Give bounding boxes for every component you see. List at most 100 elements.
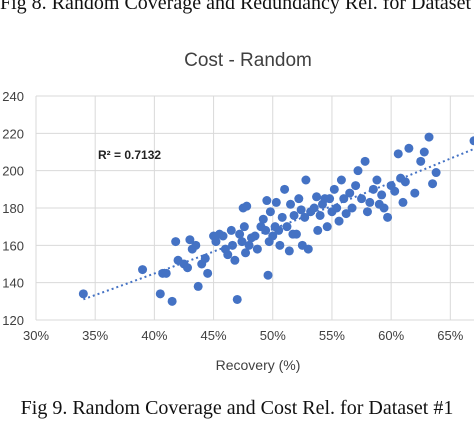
data-point bbox=[398, 197, 408, 207]
data-point bbox=[424, 132, 434, 142]
data-point bbox=[78, 289, 88, 299]
data-point bbox=[347, 203, 357, 213]
data-point bbox=[334, 216, 344, 226]
data-point bbox=[393, 149, 403, 159]
data-point bbox=[271, 197, 281, 207]
data-point bbox=[252, 244, 262, 254]
data-point bbox=[416, 156, 426, 166]
data-point bbox=[250, 231, 260, 241]
figure-caption-bottom: Fig 9. Random Coverage and Cost Rel. for… bbox=[20, 397, 454, 419]
data-point bbox=[309, 203, 319, 213]
y-tick-label: 200 bbox=[2, 164, 24, 179]
data-point bbox=[239, 222, 249, 232]
data-point bbox=[291, 229, 301, 239]
data-point bbox=[185, 235, 195, 245]
x-tick-label: 55% bbox=[319, 328, 345, 343]
data-point bbox=[357, 194, 367, 204]
x-tick-label: 65% bbox=[437, 328, 463, 343]
y-tick-label: 140 bbox=[2, 276, 24, 291]
data-point bbox=[275, 240, 285, 250]
data-point bbox=[431, 168, 441, 178]
data-point bbox=[368, 184, 378, 194]
data-point bbox=[410, 188, 420, 198]
data-point bbox=[296, 205, 306, 215]
data-point bbox=[138, 265, 148, 275]
data-point bbox=[191, 240, 201, 250]
data-point bbox=[282, 222, 292, 232]
data-point bbox=[242, 201, 252, 211]
data-point bbox=[268, 231, 278, 241]
data-point bbox=[167, 296, 177, 306]
data-point bbox=[193, 281, 203, 291]
data-point bbox=[301, 175, 311, 185]
data-point bbox=[404, 143, 414, 153]
axis-tick-labels: 120 140 160 180 200 220 240 30% 35% 40% 45% 50% 55% 6… bbox=[2, 89, 463, 343]
data-point bbox=[390, 186, 400, 196]
data-point bbox=[313, 225, 323, 235]
scatter-chart: Cost - Random 120 140 160 180 200 220 240 30% 35… bbox=[2, 50, 474, 373]
data-points bbox=[78, 132, 474, 306]
data-point bbox=[155, 289, 165, 299]
figure-caption-top: Fig 8. Random Coverage and Redundancy Re… bbox=[0, 0, 474, 14]
x-axis-label: Recovery (%) bbox=[216, 357, 301, 373]
data-point bbox=[377, 190, 387, 200]
data-point bbox=[228, 240, 238, 250]
data-point bbox=[419, 147, 429, 157]
data-point bbox=[383, 212, 393, 222]
data-point bbox=[232, 294, 242, 304]
data-point bbox=[336, 175, 346, 185]
data-point bbox=[262, 196, 272, 206]
data-point bbox=[258, 214, 268, 224]
data-point bbox=[200, 253, 210, 263]
data-point bbox=[237, 237, 247, 247]
data-point bbox=[244, 240, 254, 250]
data-point bbox=[263, 270, 273, 280]
data-point bbox=[332, 203, 342, 213]
data-point bbox=[312, 192, 322, 202]
data-point bbox=[300, 212, 310, 222]
data-point bbox=[315, 210, 325, 220]
data-point bbox=[372, 175, 382, 185]
data-point bbox=[161, 268, 171, 278]
data-point bbox=[265, 207, 275, 217]
data-point bbox=[235, 229, 245, 239]
data-point bbox=[223, 250, 233, 260]
x-tick-label: 45% bbox=[201, 328, 227, 343]
data-point bbox=[286, 199, 296, 209]
data-point bbox=[469, 136, 474, 146]
data-point bbox=[280, 184, 290, 194]
data-point bbox=[428, 179, 438, 189]
data-point bbox=[362, 207, 372, 217]
y-tick-label: 120 bbox=[2, 313, 24, 328]
gridlines bbox=[35, 95, 474, 321]
data-point bbox=[284, 246, 294, 256]
data-point bbox=[322, 222, 332, 232]
r-squared-annotation: R² = 0.7132 bbox=[98, 148, 161, 162]
data-point bbox=[400, 177, 410, 187]
x-tick-label: 50% bbox=[260, 328, 286, 343]
data-point bbox=[294, 194, 304, 204]
data-point bbox=[379, 203, 389, 213]
x-tick-label: 60% bbox=[378, 328, 404, 343]
data-point bbox=[341, 209, 351, 219]
data-point bbox=[277, 212, 287, 222]
y-tick-label: 220 bbox=[2, 126, 24, 141]
data-point bbox=[226, 225, 236, 235]
data-point bbox=[183, 263, 193, 273]
data-point bbox=[351, 181, 361, 191]
x-tick-label: 30% bbox=[23, 328, 49, 343]
y-tick-label: 160 bbox=[2, 238, 24, 253]
chart-title: Cost - Random bbox=[184, 50, 312, 71]
data-point bbox=[360, 156, 370, 166]
data-point bbox=[289, 210, 299, 220]
data-point bbox=[353, 166, 363, 176]
data-point bbox=[365, 197, 375, 207]
y-tick-label: 180 bbox=[2, 201, 24, 216]
data-point bbox=[230, 255, 240, 265]
x-tick-label: 40% bbox=[141, 328, 167, 343]
data-point bbox=[329, 184, 339, 194]
data-point bbox=[325, 194, 335, 204]
data-point bbox=[261, 225, 271, 235]
y-tick-label: 240 bbox=[2, 89, 24, 104]
data-point bbox=[303, 244, 313, 254]
